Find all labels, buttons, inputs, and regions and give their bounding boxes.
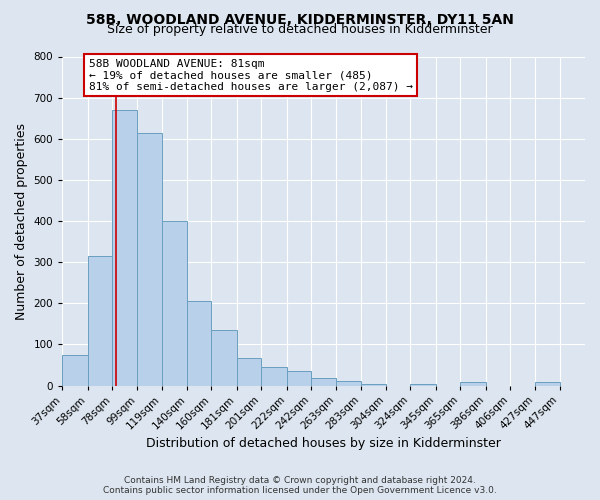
Bar — [88, 256, 112, 386]
Bar — [361, 384, 386, 386]
Bar — [287, 371, 311, 386]
Bar — [112, 110, 137, 386]
Text: 58B WOODLAND AVENUE: 81sqm
← 19% of detached houses are smaller (485)
81% of sem: 58B WOODLAND AVENUE: 81sqm ← 19% of deta… — [89, 58, 413, 92]
X-axis label: Distribution of detached houses by size in Kidderminster: Distribution of detached houses by size … — [146, 437, 501, 450]
Bar — [261, 367, 287, 386]
Bar — [237, 358, 261, 386]
Bar — [460, 382, 485, 386]
Bar — [337, 382, 361, 386]
Bar — [137, 132, 161, 386]
Text: 58B, WOODLAND AVENUE, KIDDERMINSTER, DY11 5AN: 58B, WOODLAND AVENUE, KIDDERMINSTER, DY1… — [86, 12, 514, 26]
Text: Size of property relative to detached houses in Kidderminster: Size of property relative to detached ho… — [107, 22, 493, 36]
Y-axis label: Number of detached properties: Number of detached properties — [15, 122, 28, 320]
Bar — [535, 382, 560, 386]
Bar — [211, 330, 237, 386]
Bar — [311, 378, 337, 386]
Text: Contains HM Land Registry data © Crown copyright and database right 2024.
Contai: Contains HM Land Registry data © Crown c… — [103, 476, 497, 495]
Bar — [161, 221, 187, 386]
Bar — [410, 384, 436, 386]
Bar — [62, 354, 88, 386]
Bar — [187, 301, 211, 386]
